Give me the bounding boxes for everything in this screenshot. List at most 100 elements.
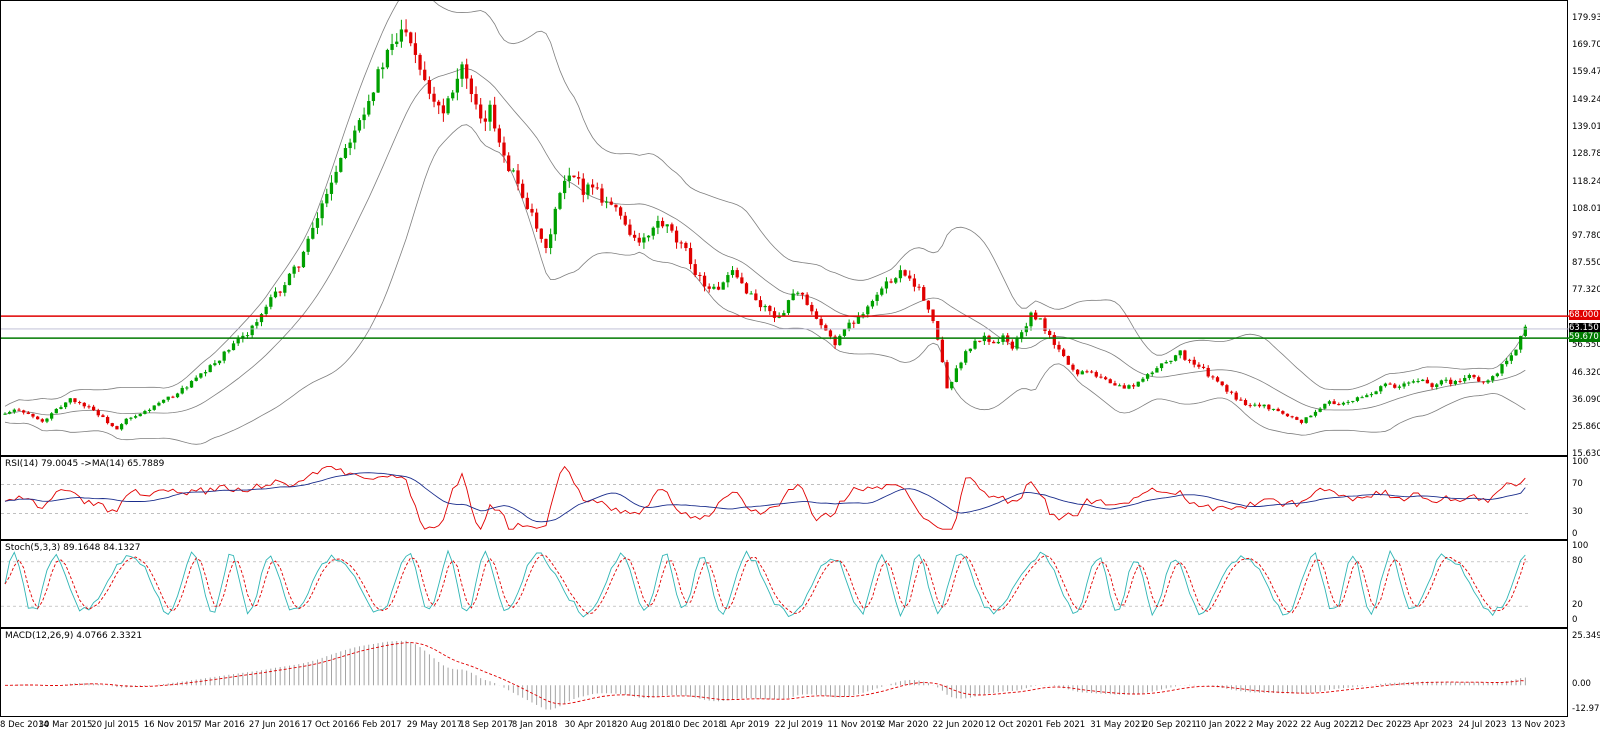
candle-body [749,293,753,295]
date-tick-label: 13 Nov 2023 [1511,720,1566,730]
stoch-tick-label: 20 [1572,600,1583,611]
candle-body [1262,404,1266,407]
date-tick-label: 6 Feb 2017 [354,720,402,730]
stochastic-pane[interactable]: Stoch(5,3,3) 89.1648 84.1327 [0,540,1568,628]
candle-body [1197,364,1201,367]
candle-body [1519,335,1523,350]
macd-pane[interactable]: MACD(12,26,9) 4.0766 2.3321 [0,628,1568,717]
date-tick-label: 27 Jun 2016 [248,720,301,730]
candle-body [273,291,278,298]
candle-body [451,92,455,99]
candle-body [1327,401,1332,404]
candle-body [483,118,487,122]
candle-body [679,242,683,244]
candle-body [1103,377,1108,380]
candle-body [175,393,180,398]
price-tick-label: 25.860 [1572,421,1600,432]
candle-body [670,224,674,231]
candle-body [77,402,82,404]
candle-body [1463,377,1467,382]
candle-body [1397,386,1402,388]
candle-body [227,350,231,352]
candle-body [1127,385,1131,389]
candle-body [1029,312,1033,327]
candle-body [129,417,133,419]
candle-body [642,237,646,243]
candle-body [744,283,749,294]
candle-body [1075,369,1080,375]
candle-body [1290,416,1294,418]
candle-body [82,402,86,407]
candle-body [698,274,702,276]
candle-body [903,270,907,276]
price-tick-label: 56.550 [1572,340,1600,351]
price-tick-label: 159.470 [1572,67,1600,78]
price-axis[interactable]: 179.930 169.700 159.470 149.240 139.010 128.7… [1568,0,1600,733]
price-tick-label: 139.010 [1572,121,1600,132]
candle-body [493,104,497,129]
candle-body [115,426,119,430]
candle-body [721,282,725,290]
candle-body [656,220,660,228]
stoch-signal-line [4,554,1526,615]
candle-body [507,155,511,171]
candle-body [1351,400,1355,402]
candle-body [954,368,959,382]
candle-body [138,413,142,417]
candle-body [1304,417,1308,423]
candle-body [936,321,940,340]
candle-body [1383,383,1388,387]
candle-body [1206,367,1210,377]
candle-body [1117,385,1122,387]
rsi-tick-label: 70 [1572,478,1583,489]
candle-body [884,281,889,289]
bollinger-lower [4,124,1526,445]
candle-body [516,170,520,184]
price-tick-label: 149.240 [1572,94,1600,105]
date-tick-label: 17 Oct 2016 [301,720,355,730]
date-tick-label: 2 Mar 2020 [879,720,929,730]
candle-body [180,387,184,394]
price-pane[interactable] [0,0,1569,456]
candle-body [726,275,730,283]
candle-body [166,396,170,400]
candle-body [1299,419,1304,423]
candle-body [40,419,44,422]
rsi-pane[interactable]: RSI(14) 79.0045 ->MA(14) 65.7889 [0,456,1568,540]
candle-body [1038,318,1042,320]
price-tick-label: 118.240 [1572,176,1600,187]
candle-body [586,184,590,195]
candle-body [1514,349,1518,356]
date-tick-label: 1 Apr 2019 [722,720,770,730]
candle-body [152,405,156,410]
candle-body [63,402,68,408]
candle-body [1113,383,1117,386]
candle-body [940,339,945,363]
candle-body [814,311,819,319]
candle-body [427,80,432,94]
candle-body [716,286,721,290]
candle-body [796,292,800,294]
candle-body [572,175,576,178]
candle-body [922,287,926,301]
candle-body [119,424,124,430]
candle-body [250,325,254,336]
candle-body [437,101,441,106]
candle-body [1267,404,1271,410]
candle-body [1500,364,1504,374]
date-tick-label: 31 May 2021 [1090,720,1146,730]
candle-body [455,78,460,93]
candle-body [1495,373,1499,377]
candle-body [614,204,618,208]
candle-body [1085,371,1089,373]
candle-body [684,242,688,249]
candle-body [1337,404,1341,406]
date-tick-label: 20 Sep 2021 [1142,720,1197,730]
candle-body [287,273,292,286]
candle-body [357,120,362,131]
bollinger-upper [4,1,1526,407]
candle-body [908,275,912,279]
candle-body [1071,364,1075,370]
candle-body [828,330,833,337]
